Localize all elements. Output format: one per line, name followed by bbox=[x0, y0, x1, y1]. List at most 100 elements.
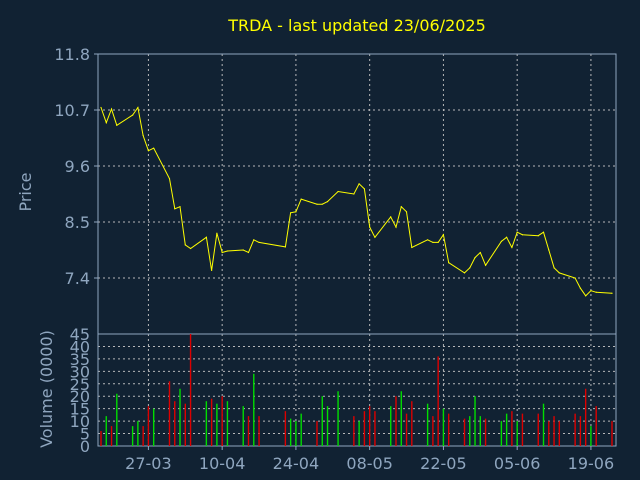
price-point bbox=[537, 235, 539, 237]
x-tick-label: 05-06 bbox=[494, 454, 541, 473]
price-point bbox=[369, 226, 371, 228]
volume-bars bbox=[100, 334, 613, 446]
grid bbox=[98, 53, 616, 447]
price-point bbox=[521, 234, 524, 236]
price-point bbox=[142, 134, 144, 137]
price-point bbox=[484, 264, 487, 266]
price-point bbox=[363, 188, 366, 190]
price-point bbox=[405, 211, 408, 213]
price-point bbox=[437, 241, 439, 243]
price-plot-frame bbox=[97, 53, 617, 335]
volume-tick-label: 35 bbox=[70, 350, 90, 369]
x-tick-label: 22-05 bbox=[420, 454, 467, 473]
price-point bbox=[253, 239, 255, 241]
price-point bbox=[168, 178, 171, 180]
price-point bbox=[558, 272, 560, 274]
price-axis-label: Price bbox=[16, 172, 35, 211]
x-tick-label: 27-03 bbox=[125, 454, 172, 473]
price-point bbox=[448, 262, 450, 264]
x-tick-label: 19-06 bbox=[568, 454, 615, 473]
price-point bbox=[153, 147, 155, 149]
price-point bbox=[553, 267, 555, 269]
price-point bbox=[574, 277, 576, 279]
price-point bbox=[216, 232, 218, 234]
price-point bbox=[221, 251, 223, 254]
price-point bbox=[189, 247, 192, 250]
price-point bbox=[205, 236, 207, 238]
price-point bbox=[548, 249, 550, 251]
volume-tick-label: 25 bbox=[70, 375, 90, 394]
price-point bbox=[100, 106, 102, 109]
price-series bbox=[100, 106, 613, 297]
price-point bbox=[358, 183, 360, 185]
volume-plot-frame bbox=[97, 333, 617, 447]
price-point bbox=[290, 212, 292, 214]
plot-frames bbox=[94, 53, 617, 450]
price-tick-label: 8.5 bbox=[65, 213, 90, 232]
price-point bbox=[427, 239, 429, 241]
chart-title: TRDA - last updated 23/06/2025 bbox=[227, 16, 486, 35]
price-point bbox=[258, 241, 260, 243]
volume-tick-label: 40 bbox=[70, 337, 90, 356]
volume-tick-label: 45 bbox=[70, 325, 90, 344]
price-point bbox=[579, 287, 581, 289]
price-point bbox=[411, 246, 413, 249]
volume-tick-label: 30 bbox=[70, 362, 90, 381]
price-point bbox=[174, 208, 176, 210]
price-point bbox=[147, 150, 150, 152]
price-point bbox=[511, 246, 513, 249]
price-point bbox=[284, 246, 286, 248]
price-point bbox=[374, 236, 376, 238]
price-point bbox=[326, 201, 329, 203]
volume-tick-label: 15 bbox=[70, 400, 90, 419]
price-point bbox=[316, 203, 318, 205]
price-point bbox=[395, 226, 397, 228]
price-point bbox=[247, 251, 250, 254]
volume-axis-label: Volume (0000) bbox=[37, 330, 56, 448]
price-point bbox=[542, 231, 545, 233]
price-tick-label: 11.8 bbox=[54, 45, 90, 64]
price-point bbox=[321, 203, 323, 205]
price-point bbox=[469, 267, 471, 269]
price-point bbox=[184, 244, 186, 246]
volume-tick-label: 0 bbox=[80, 437, 90, 456]
price-point bbox=[211, 269, 213, 271]
price-tick-label: 9.6 bbox=[65, 157, 90, 176]
price-point bbox=[516, 231, 518, 233]
price-point bbox=[337, 190, 339, 193]
price-tick-label: 7.4 bbox=[65, 269, 90, 288]
price-point bbox=[116, 124, 118, 126]
price-point bbox=[179, 206, 181, 208]
price-point bbox=[110, 108, 113, 110]
price-point bbox=[432, 241, 434, 243]
price-tick-label: 10.7 bbox=[54, 101, 90, 120]
volume-tick-label: 10 bbox=[70, 412, 90, 431]
price-point bbox=[474, 257, 476, 259]
price-point bbox=[105, 122, 107, 124]
price-point bbox=[300, 198, 302, 200]
price-point bbox=[295, 211, 297, 213]
volume-tick-label: 5 bbox=[80, 425, 90, 444]
price-point bbox=[585, 295, 587, 297]
price-point bbox=[463, 272, 466, 274]
x-tick-label: 24-04 bbox=[273, 454, 320, 473]
price-point bbox=[137, 106, 139, 109]
price-point bbox=[595, 291, 597, 293]
price-point bbox=[611, 292, 613, 294]
x-tick-label: 10-04 bbox=[199, 454, 246, 473]
price-point bbox=[500, 240, 502, 242]
price-point bbox=[390, 216, 392, 218]
x-tick-label: 08-05 bbox=[346, 454, 393, 473]
price-point bbox=[479, 251, 481, 254]
price-point bbox=[132, 114, 134, 116]
price-point bbox=[242, 249, 244, 251]
price-point bbox=[442, 234, 445, 236]
price-point bbox=[506, 236, 508, 238]
volume-tick-label: 20 bbox=[70, 387, 90, 406]
price-point bbox=[590, 290, 592, 292]
price-point bbox=[226, 250, 229, 252]
price-point bbox=[400, 206, 402, 208]
